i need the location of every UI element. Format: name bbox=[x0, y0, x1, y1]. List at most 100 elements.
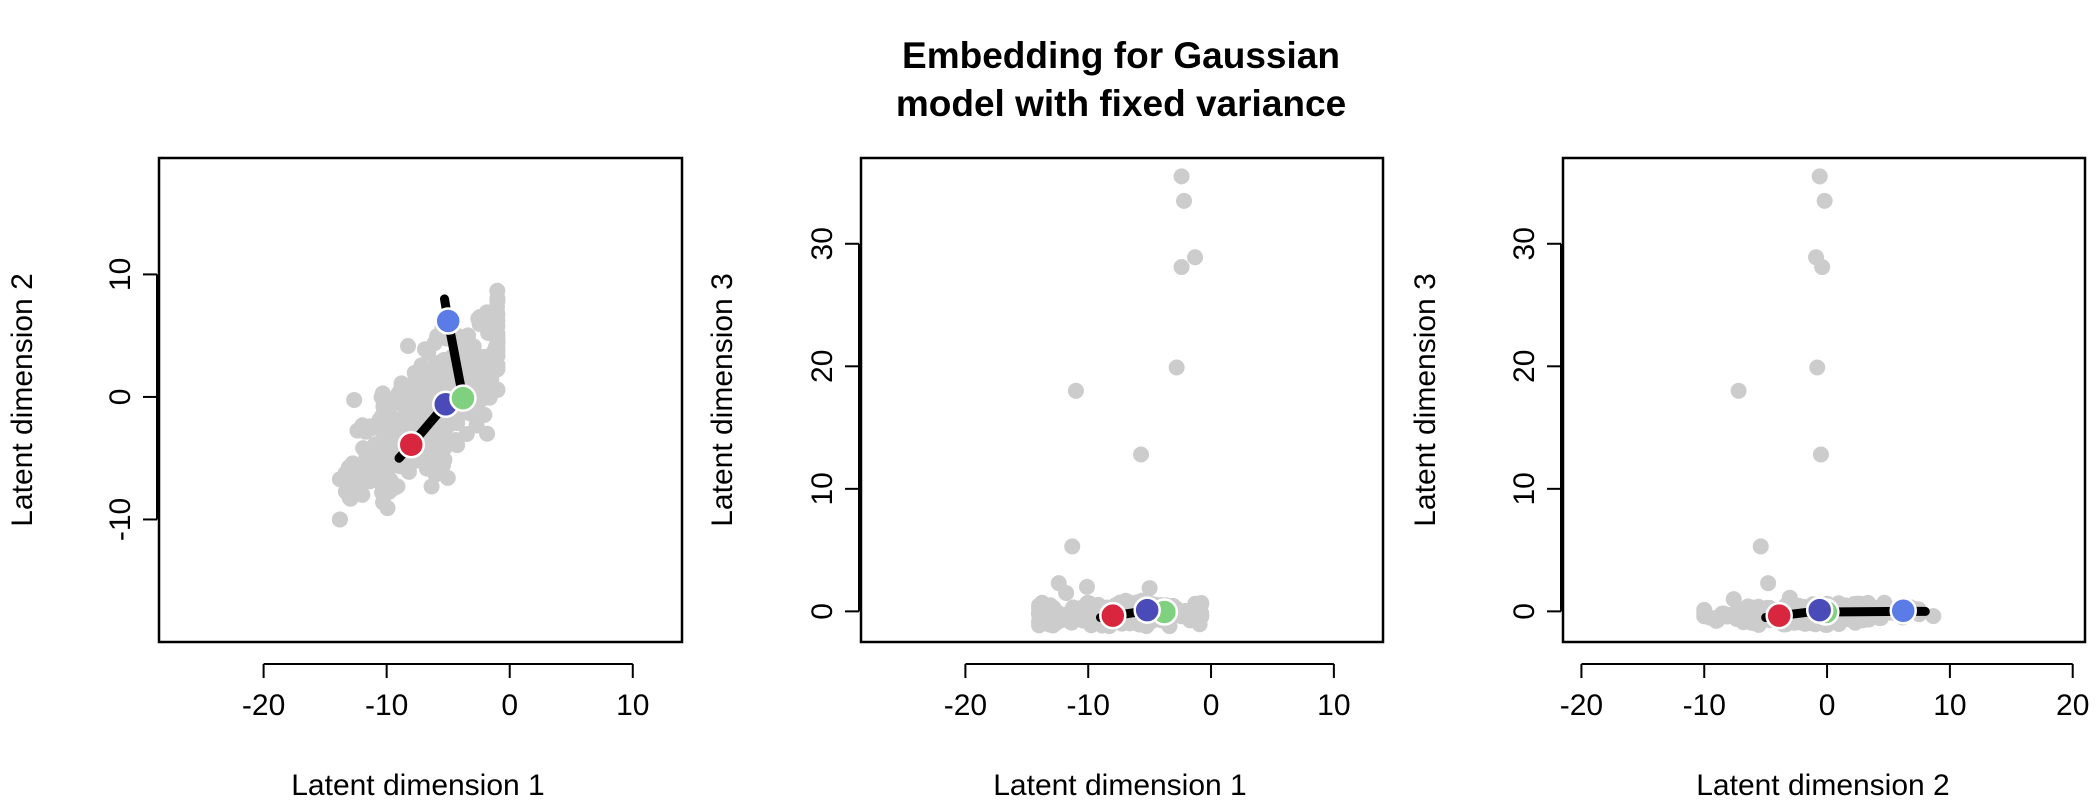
panel-1-xlabel: Latent dimension 1 bbox=[291, 769, 545, 800]
chart-title-line-2: model with fixed variance bbox=[896, 83, 1346, 124]
panel-1: Latent dimension 1 Latent dimension 2 bbox=[6, 273, 545, 800]
marker-blue bbox=[434, 307, 462, 335]
panel-1-y-axis: -10 0 10 bbox=[104, 258, 158, 541]
x-tick-label: 10 bbox=[1933, 689, 1966, 722]
cloud-point bbox=[488, 299, 505, 316]
cloud-point bbox=[468, 417, 485, 434]
cloud-point bbox=[435, 456, 452, 473]
cloud-point bbox=[374, 385, 391, 402]
cloud-point bbox=[464, 346, 481, 363]
panel-3-point-cloud bbox=[1696, 168, 1942, 633]
cloud-point bbox=[439, 418, 456, 435]
cloud-point bbox=[1074, 603, 1091, 620]
plot-frame bbox=[859, 156, 1385, 644]
marker-navy bbox=[1805, 596, 1834, 624]
cloud-point bbox=[390, 385, 407, 402]
y-tick-label: 10 bbox=[806, 472, 839, 505]
marker-red bbox=[1099, 601, 1127, 630]
outlier-point bbox=[1067, 382, 1084, 399]
y-tick-label: 0 bbox=[806, 603, 839, 620]
plot-frame bbox=[1561, 156, 2087, 644]
panel-2: Latent dimension 1 Latent dimension 3 bbox=[706, 273, 1247, 800]
x-tick-label: -20 bbox=[242, 689, 285, 722]
cloud-point bbox=[331, 511, 348, 528]
cloud-point bbox=[418, 460, 435, 477]
outlier-point bbox=[1725, 591, 1742, 608]
cloud-point bbox=[400, 337, 417, 354]
cloud-point bbox=[385, 410, 402, 427]
outlier-point bbox=[1812, 446, 1829, 463]
cloud-point bbox=[397, 403, 414, 420]
outlier-point bbox=[1168, 359, 1185, 376]
cloud-point bbox=[357, 423, 374, 440]
x-tick-label: -20 bbox=[944, 689, 987, 722]
marker-navy bbox=[1133, 596, 1161, 624]
marker-green bbox=[449, 384, 477, 412]
panel-3-ylabel: Latent dimension 3 bbox=[1409, 273, 1442, 527]
cloud-point bbox=[1696, 601, 1713, 618]
panel-2-ylabel: Latent dimension 3 bbox=[706, 273, 739, 527]
cloud-point bbox=[478, 365, 495, 382]
panel-3-x-axis: -20 -10 0 10 20 bbox=[1560, 663, 2089, 722]
x-tick-label: 0 bbox=[501, 689, 518, 722]
outlier-point bbox=[1058, 584, 1075, 601]
cloud-point bbox=[372, 474, 389, 491]
cloud-point bbox=[379, 500, 396, 517]
y-tick-label: 20 bbox=[806, 350, 839, 383]
panel-3-xlabel: Latent dimension 2 bbox=[1696, 769, 1950, 800]
cloud-point bbox=[366, 458, 383, 475]
x-tick-label: -10 bbox=[365, 689, 408, 722]
x-tick-label: -20 bbox=[1560, 689, 1603, 722]
x-tick-label: 20 bbox=[2056, 689, 2089, 722]
cloud-point bbox=[489, 312, 506, 329]
outlier-point bbox=[1811, 168, 1828, 185]
outlier-point bbox=[1730, 382, 1747, 399]
y-tick-label: 10 bbox=[1508, 472, 1541, 505]
y-tick-label: -10 bbox=[104, 498, 137, 541]
cloud-point bbox=[1031, 605, 1048, 622]
outlier-point bbox=[1809, 359, 1826, 376]
cloud-point bbox=[422, 370, 439, 387]
x-tick-label: 10 bbox=[1317, 689, 1350, 722]
cloud-point bbox=[344, 455, 361, 472]
cloud-point bbox=[354, 486, 371, 503]
outlier-point bbox=[1816, 192, 1833, 209]
panel-2-point-cloud bbox=[1031, 168, 1210, 635]
cloud-point bbox=[489, 282, 506, 299]
panel-1-ylabel: Latent dimension 2 bbox=[6, 273, 39, 527]
outlier-point bbox=[1133, 446, 1150, 463]
marker-red bbox=[1765, 601, 1793, 630]
cloud-point bbox=[1193, 596, 1210, 613]
outlier-point bbox=[1176, 192, 1193, 209]
y-tick-label: 30 bbox=[806, 227, 839, 260]
outlier-point bbox=[1752, 538, 1769, 555]
cloud-point bbox=[403, 380, 420, 397]
cloud-point bbox=[1047, 605, 1064, 622]
cloud-point bbox=[1183, 611, 1200, 628]
panel-2-plot: -20 -10 0 10 0 10 20 30 bbox=[806, 156, 1385, 722]
panel-3: Latent dimension 2 Latent dimension 3 bbox=[1409, 273, 1950, 800]
x-tick-label: 0 bbox=[1203, 689, 1220, 722]
x-tick-label: -10 bbox=[1683, 689, 1726, 722]
marker-blue bbox=[1889, 597, 1917, 625]
cloud-point bbox=[420, 344, 437, 361]
panel-3-y-axis: 0 10 20 30 bbox=[1508, 227, 1562, 620]
cloud-point bbox=[447, 431, 464, 448]
outlier-point bbox=[1078, 578, 1095, 595]
outlier-point bbox=[1173, 168, 1190, 185]
x-tick-label: 10 bbox=[616, 689, 649, 722]
y-tick-label: 10 bbox=[104, 258, 137, 291]
plot-frame bbox=[157, 156, 684, 644]
cloud-point bbox=[489, 333, 506, 350]
cloud-point bbox=[489, 347, 506, 364]
cloud-point bbox=[435, 351, 452, 368]
panel-2-y-axis: 0 10 20 30 bbox=[806, 227, 860, 620]
panel-2-xlabel: Latent dimension 1 bbox=[993, 769, 1247, 800]
outlier-point bbox=[1814, 259, 1831, 276]
panel-1-plot: -20 -10 0 10 -10 0 10 bbox=[104, 156, 684, 722]
cloud-point bbox=[381, 437, 398, 454]
outlier-point bbox=[1760, 575, 1777, 592]
panel-1-x-axis: -20 -10 0 10 bbox=[242, 663, 649, 722]
chart-title-line-1: Embedding for Gaussian bbox=[902, 35, 1340, 76]
